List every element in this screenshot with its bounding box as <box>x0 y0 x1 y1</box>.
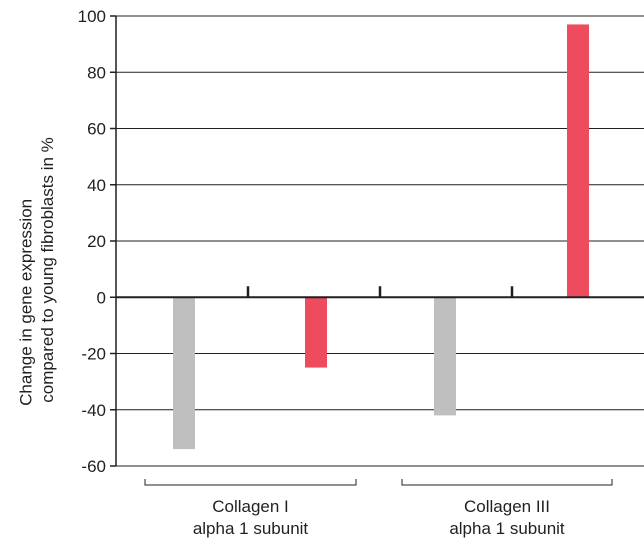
y-tick-label: -20 <box>81 345 106 364</box>
bar <box>305 297 327 368</box>
y-axis-title-line-2: compared to young fibroblasts in % <box>38 137 57 403</box>
group-label: alpha 1 subunit <box>193 519 309 538</box>
bar <box>434 297 456 416</box>
group-labels: Collagen I alpha 1 subunit Collagen III alp… <box>144 479 613 538</box>
axes <box>110 15 644 467</box>
group-label: alpha 1 subunit <box>449 519 565 538</box>
y-tick-label: -40 <box>81 401 106 420</box>
grid-lines <box>116 15 644 411</box>
y-tick-label: 80 <box>87 63 106 82</box>
group-label: Collagen III <box>464 497 550 516</box>
y-tick-label: 60 <box>87 120 106 139</box>
group-label: Collagen I <box>212 497 289 516</box>
y-axis-title: Change in gene expression compared to yo… <box>17 137 57 406</box>
y-axis-title-line-1: Change in gene expression <box>17 199 36 406</box>
bars <box>173 24 589 450</box>
y-tick-label: 20 <box>87 232 106 251</box>
bar <box>173 297 195 450</box>
y-tick-label: -60 <box>81 457 106 476</box>
y-tick-labels: 100 80 60 40 20 0 -20 -40 -60 <box>78 7 106 476</box>
bar <box>567 24 589 298</box>
group-bracket <box>401 479 613 486</box>
y-tick-label: 0 <box>97 288 106 307</box>
y-tick-label: 100 <box>78 7 106 26</box>
y-tick-label: 40 <box>87 176 106 195</box>
group-bracket <box>144 479 357 486</box>
